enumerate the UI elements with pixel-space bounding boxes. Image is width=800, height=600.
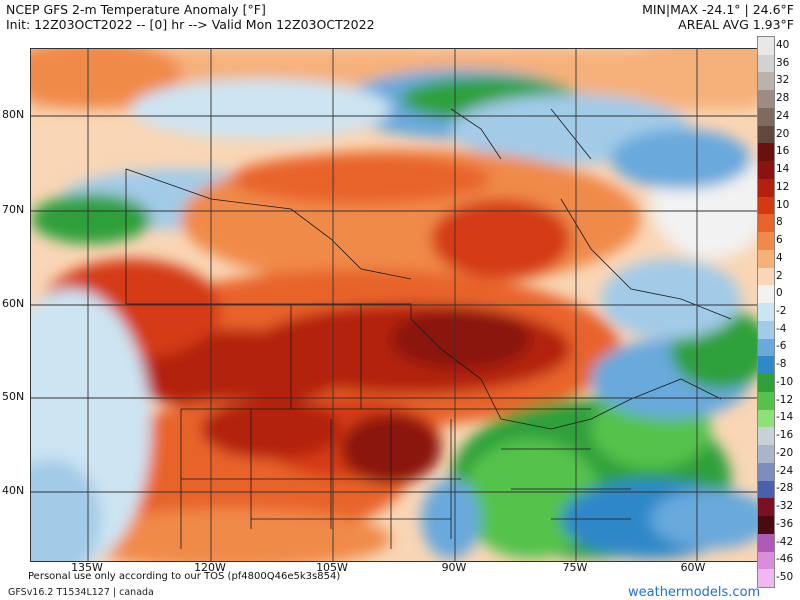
lat-label-40n: 40N bbox=[2, 484, 25, 497]
color-scale-label: 4 bbox=[776, 251, 783, 264]
color-scale-swatch bbox=[758, 107, 774, 127]
country-state-lines bbox=[125, 108, 732, 549]
lon-label-60w: 60W bbox=[680, 561, 706, 574]
color-scale-swatch bbox=[758, 569, 774, 588]
color-scale-label: 6 bbox=[776, 234, 783, 247]
color-scale-swatch bbox=[758, 462, 774, 482]
lon-label-90w: 90W bbox=[441, 561, 467, 574]
brand-link[interactable]: weathermodels.com bbox=[628, 585, 761, 600]
color-scale-swatch bbox=[758, 551, 774, 570]
color-scale-label: -24 bbox=[776, 464, 794, 477]
color-scale-swatch bbox=[758, 54, 774, 73]
color-scale-label: 20 bbox=[776, 127, 790, 140]
color-scale-label: -4 bbox=[776, 322, 787, 335]
lat-label-70n: 70N bbox=[2, 203, 25, 216]
color-scale-label: -36 bbox=[776, 517, 794, 530]
color-scale-label: 2 bbox=[776, 269, 783, 282]
color-scale-label: -42 bbox=[776, 535, 794, 548]
color-scale-swatch bbox=[758, 214, 774, 233]
color-scale-label: -16 bbox=[776, 429, 794, 442]
map-title: NCEP GFS 2-m Temperature Anomaly [°F] bbox=[6, 2, 266, 17]
color-scale-swatch bbox=[758, 320, 774, 340]
color-scale-swatch bbox=[758, 72, 774, 91]
color-scale-label: -10 bbox=[776, 375, 794, 388]
color-scale-swatch bbox=[758, 285, 774, 304]
color-scale-swatch bbox=[758, 374, 774, 393]
color-scale-swatch bbox=[758, 338, 774, 357]
lon-label-135w: 135W bbox=[71, 561, 103, 574]
color-scale-swatch bbox=[758, 161, 774, 180]
min-max-readout: MIN|MAX -24.1° | 24.6°F bbox=[642, 2, 794, 17]
color-scale-swatch bbox=[758, 356, 774, 375]
color-scale-label: 12 bbox=[776, 180, 790, 193]
lon-label-120w: 120W bbox=[194, 561, 226, 574]
color-scale-swatch bbox=[758, 232, 774, 251]
color-scale-label: 36 bbox=[776, 56, 790, 69]
temperature-anomaly-map bbox=[30, 48, 758, 562]
color-scale-label: -6 bbox=[776, 340, 787, 353]
color-scale-swatch bbox=[758, 125, 774, 144]
color-scale-label: -28 bbox=[776, 482, 794, 495]
color-scale-swatch bbox=[758, 427, 774, 446]
lon-label-105w: 105W bbox=[316, 561, 348, 574]
color-scale-label: 8 bbox=[776, 216, 783, 229]
color-scale-swatch bbox=[758, 409, 774, 428]
color-scale-swatch bbox=[758, 445, 774, 464]
color-scale-swatch bbox=[758, 303, 774, 322]
color-scale-label: 14 bbox=[776, 163, 790, 176]
color-scale-bar bbox=[757, 36, 775, 588]
areal-average-readout: AREAL AVG 1.93°F bbox=[678, 17, 794, 32]
color-scale-swatch bbox=[758, 143, 774, 162]
model-version: GFSv16.2 T1534L127 | canada bbox=[8, 587, 154, 598]
color-scale-label: 10 bbox=[776, 198, 790, 211]
color-scale-label: -20 bbox=[776, 446, 794, 459]
anomaly-field bbox=[31, 49, 757, 561]
color-scale-label: -50 bbox=[776, 571, 794, 584]
color-scale-label: -2 bbox=[776, 305, 787, 317]
color-scale-label: -12 bbox=[776, 393, 794, 406]
color-scale-swatch bbox=[758, 267, 774, 286]
color-scale-label: 28 bbox=[776, 92, 790, 105]
graticule bbox=[31, 49, 757, 561]
lat-label-50n: 50N bbox=[2, 390, 25, 403]
lon-label-75w: 75W bbox=[562, 561, 588, 574]
color-scale-label: -46 bbox=[776, 553, 794, 566]
lat-label-80n: 80N bbox=[2, 108, 25, 121]
color-scale-swatch bbox=[758, 498, 774, 517]
lat-label-60n: 60N bbox=[2, 297, 25, 310]
color-scale-swatch bbox=[758, 37, 774, 56]
color-scale-swatch bbox=[758, 249, 774, 269]
color-scale-label: -32 bbox=[776, 500, 794, 513]
color-scale-swatch bbox=[758, 533, 774, 552]
color-scale-swatch bbox=[758, 391, 774, 411]
tos-disclaimer: Personal use only according to our TOS (… bbox=[28, 571, 341, 582]
color-scale-label: -8 bbox=[776, 358, 787, 371]
color-scale-swatch bbox=[758, 480, 774, 499]
color-scale-label: 0 bbox=[776, 287, 783, 300]
color-scale-label: 40 bbox=[776, 38, 790, 51]
color-scale-label: 16 bbox=[776, 145, 790, 158]
color-scale-label: -14 bbox=[776, 411, 794, 424]
init-valid-time: Init: 12Z03OCT2022 -- [0] hr --> Valid M… bbox=[6, 17, 375, 32]
color-scale-swatch bbox=[758, 90, 774, 109]
color-scale-swatch bbox=[758, 196, 774, 215]
color-scale-label: 24 bbox=[776, 109, 790, 122]
color-scale-label: 32 bbox=[776, 74, 790, 87]
color-scale-swatch bbox=[758, 178, 774, 198]
color-scale-swatch bbox=[758, 516, 774, 535]
